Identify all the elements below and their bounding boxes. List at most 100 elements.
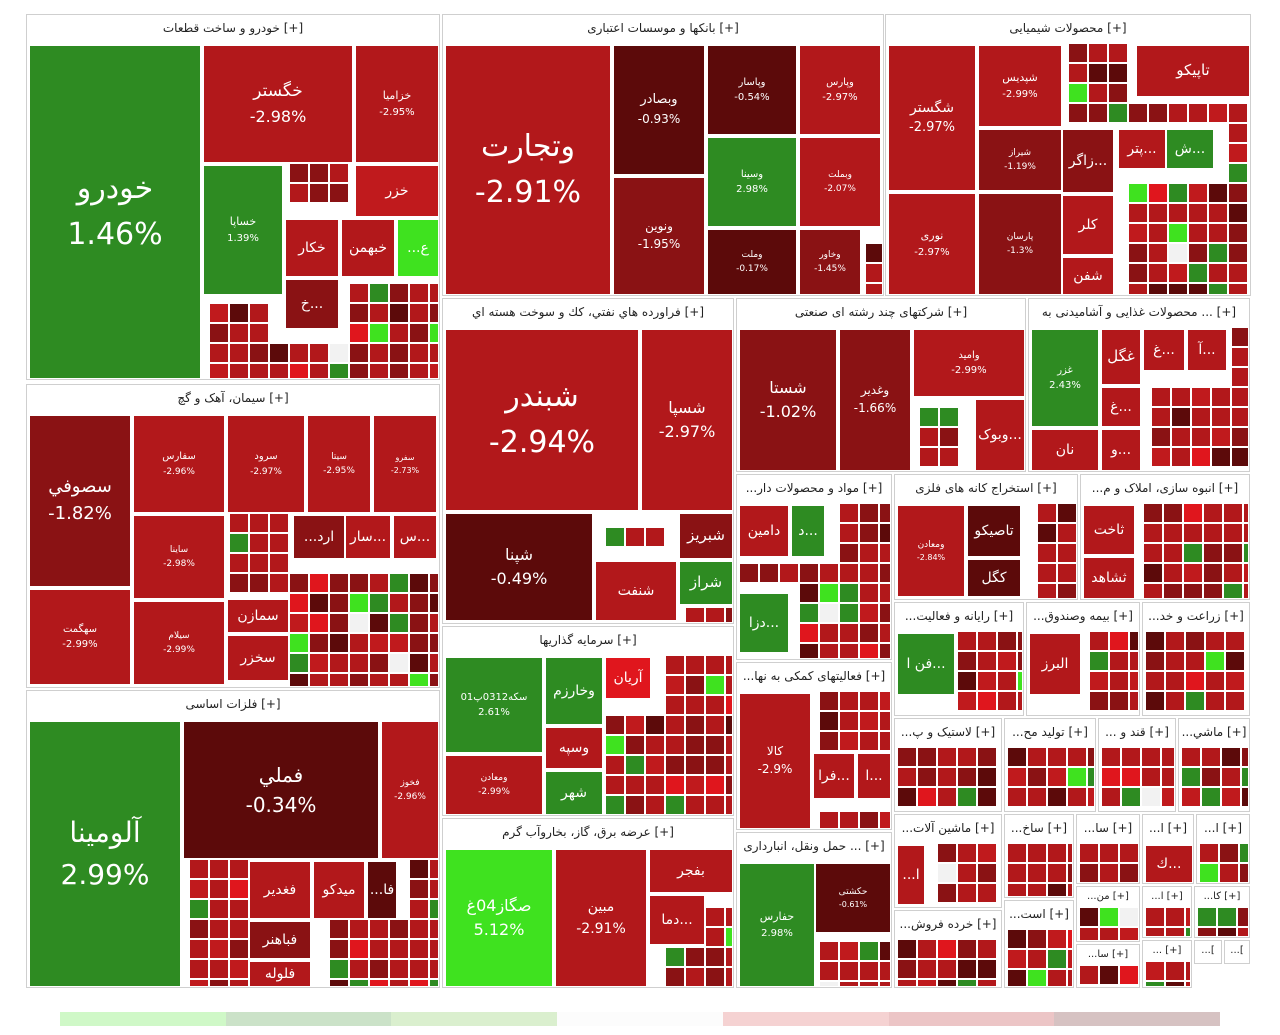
sector-title[interactable]: فلزات اساسی [+]: [27, 691, 439, 717]
minor-stock-tile[interactable]: [879, 603, 891, 623]
minor-stock-tile[interactable]: [879, 711, 891, 731]
minor-stock-tile[interactable]: [977, 671, 997, 691]
minor-stock-tile[interactable]: [705, 715, 725, 735]
sector-title[interactable]: بانکها و موسسات اعتباری [+]: [443, 15, 883, 41]
minor-stock-tile[interactable]: [1109, 631, 1129, 651]
minor-stock-tile[interactable]: [685, 967, 705, 987]
minor-stock-tile[interactable]: [1165, 961, 1185, 981]
minor-stock-tile[interactable]: [1183, 523, 1203, 543]
minor-stock-tile[interactable]: [1121, 767, 1141, 787]
minor-stock-tile[interactable]: [369, 573, 389, 593]
minor-stock-tile[interactable]: [957, 651, 977, 671]
minor-stock-tile[interactable]: [1143, 523, 1163, 543]
minor-stock-tile[interactable]: [897, 939, 917, 959]
minor-stock-tile[interactable]: [1057, 503, 1077, 523]
stock-tile[interactable]: د...: [791, 505, 825, 557]
minor-stock-tile[interactable]: [1047, 843, 1067, 863]
minor-stock-tile[interactable]: [1109, 671, 1129, 691]
minor-stock-tile[interactable]: [1057, 563, 1077, 583]
minor-stock-tile[interactable]: [329, 183, 349, 203]
minor-stock-tile[interactable]: [839, 711, 859, 731]
minor-stock-tile[interactable]: [369, 593, 389, 613]
minor-stock-tile[interactable]: [739, 563, 759, 583]
minor-stock-tile[interactable]: [819, 961, 839, 981]
minor-stock-tile[interactable]: [1109, 691, 1129, 711]
minor-stock-tile[interactable]: [249, 363, 269, 379]
minor-stock-tile[interactable]: [1101, 747, 1121, 767]
minor-stock-tile[interactable]: [1087, 747, 1095, 767]
minor-stock-tile[interactable]: [799, 583, 819, 603]
minor-stock-tile[interactable]: [705, 607, 725, 623]
minor-stock-tile[interactable]: [1037, 503, 1057, 523]
minor-stock-tile[interactable]: [1165, 691, 1185, 711]
stock-tile[interactable]: وپارس -2.97%: [799, 45, 881, 135]
minor-stock-tile[interactable]: [429, 979, 439, 987]
sector-title[interactable]: ...ا [+]: [1143, 887, 1191, 907]
minor-stock-tile[interactable]: [1007, 787, 1027, 807]
minor-stock-tile[interactable]: [189, 979, 209, 987]
minor-stock-tile[interactable]: [349, 939, 369, 959]
minor-stock-tile[interactable]: [957, 691, 977, 711]
sector-title[interactable]: ...زراعت و خد [+]: [1143, 603, 1249, 629]
stock-tile[interactable]: شپنا -0.49%: [445, 513, 593, 621]
minor-stock-tile[interactable]: [349, 303, 369, 323]
stock-tile[interactable]: صگاز04غ 5.12%: [445, 849, 553, 987]
minor-stock-tile[interactable]: [1017, 671, 1023, 691]
minor-stock-tile[interactable]: [309, 343, 329, 363]
stock-tile[interactable]: مبين -2.91%: [555, 849, 647, 987]
minor-stock-tile[interactable]: [937, 787, 957, 807]
stock-tile[interactable]: فن ا...: [897, 633, 955, 695]
minor-stock-tile[interactable]: [1128, 103, 1148, 123]
minor-stock-tile[interactable]: [1228, 103, 1248, 123]
stock-tile[interactable]: فخوز -2.96%: [381, 721, 439, 859]
minor-stock-tile[interactable]: [1145, 691, 1165, 711]
stock-tile[interactable]: ك...: [1145, 845, 1193, 883]
minor-stock-tile[interactable]: [977, 631, 997, 651]
minor-stock-tile[interactable]: [1211, 447, 1231, 467]
sector-title[interactable]: ...انبوه سازی، املاک و م [+]: [1081, 475, 1249, 501]
minor-stock-tile[interactable]: [409, 919, 429, 939]
stock-tile[interactable]: ومعادن -2.99%: [445, 755, 543, 815]
minor-stock-tile[interactable]: [1057, 523, 1077, 543]
minor-stock-tile[interactable]: [1219, 843, 1239, 863]
minor-stock-tile[interactable]: [1241, 767, 1249, 787]
minor-stock-tile[interactable]: [665, 735, 685, 755]
minor-stock-tile[interactable]: [839, 981, 859, 987]
minor-stock-tile[interactable]: [1211, 427, 1231, 447]
minor-stock-tile[interactable]: [1185, 961, 1191, 981]
minor-stock-tile[interactable]: [1067, 969, 1073, 987]
minor-stock-tile[interactable]: [349, 653, 369, 673]
minor-stock-tile[interactable]: [1148, 243, 1168, 263]
minor-stock-tile[interactable]: [409, 593, 429, 613]
minor-stock-tile[interactable]: [937, 979, 957, 987]
minor-stock-tile[interactable]: [625, 795, 645, 815]
minor-stock-tile[interactable]: [819, 941, 839, 961]
minor-stock-tile[interactable]: [1208, 223, 1228, 243]
minor-stock-tile[interactable]: [1087, 767, 1095, 787]
minor-stock-tile[interactable]: [1168, 243, 1188, 263]
minor-stock-tile[interactable]: [1239, 863, 1249, 883]
minor-stock-tile[interactable]: [389, 653, 409, 673]
minor-stock-tile[interactable]: [1007, 843, 1027, 863]
minor-stock-tile[interactable]: [977, 747, 997, 767]
minor-stock-tile[interactable]: [957, 671, 977, 691]
minor-stock-tile[interactable]: [685, 715, 705, 735]
minor-stock-tile[interactable]: [1205, 691, 1225, 711]
stock-tile[interactable]: تاصيکو: [967, 505, 1021, 557]
minor-stock-tile[interactable]: [349, 283, 369, 303]
stock-tile[interactable]: سرود -2.97%: [227, 415, 305, 513]
minor-stock-tile[interactable]: [859, 811, 879, 829]
minor-stock-tile[interactable]: [1027, 929, 1047, 949]
minor-stock-tile[interactable]: [1079, 863, 1099, 883]
stock-tile[interactable]: فرا...: [813, 753, 855, 799]
minor-stock-tile[interactable]: [879, 941, 891, 961]
minor-stock-tile[interactable]: [1188, 103, 1208, 123]
minor-stock-tile[interactable]: [209, 343, 229, 363]
sector-title[interactable]: ...ا [+]: [1143, 815, 1193, 841]
minor-stock-tile[interactable]: [839, 961, 859, 981]
minor-stock-tile[interactable]: [1203, 543, 1223, 563]
minor-stock-tile[interactable]: [1225, 651, 1245, 671]
minor-stock-tile[interactable]: [897, 787, 917, 807]
minor-stock-tile[interactable]: [685, 735, 705, 755]
minor-stock-tile[interactable]: [189, 939, 209, 959]
